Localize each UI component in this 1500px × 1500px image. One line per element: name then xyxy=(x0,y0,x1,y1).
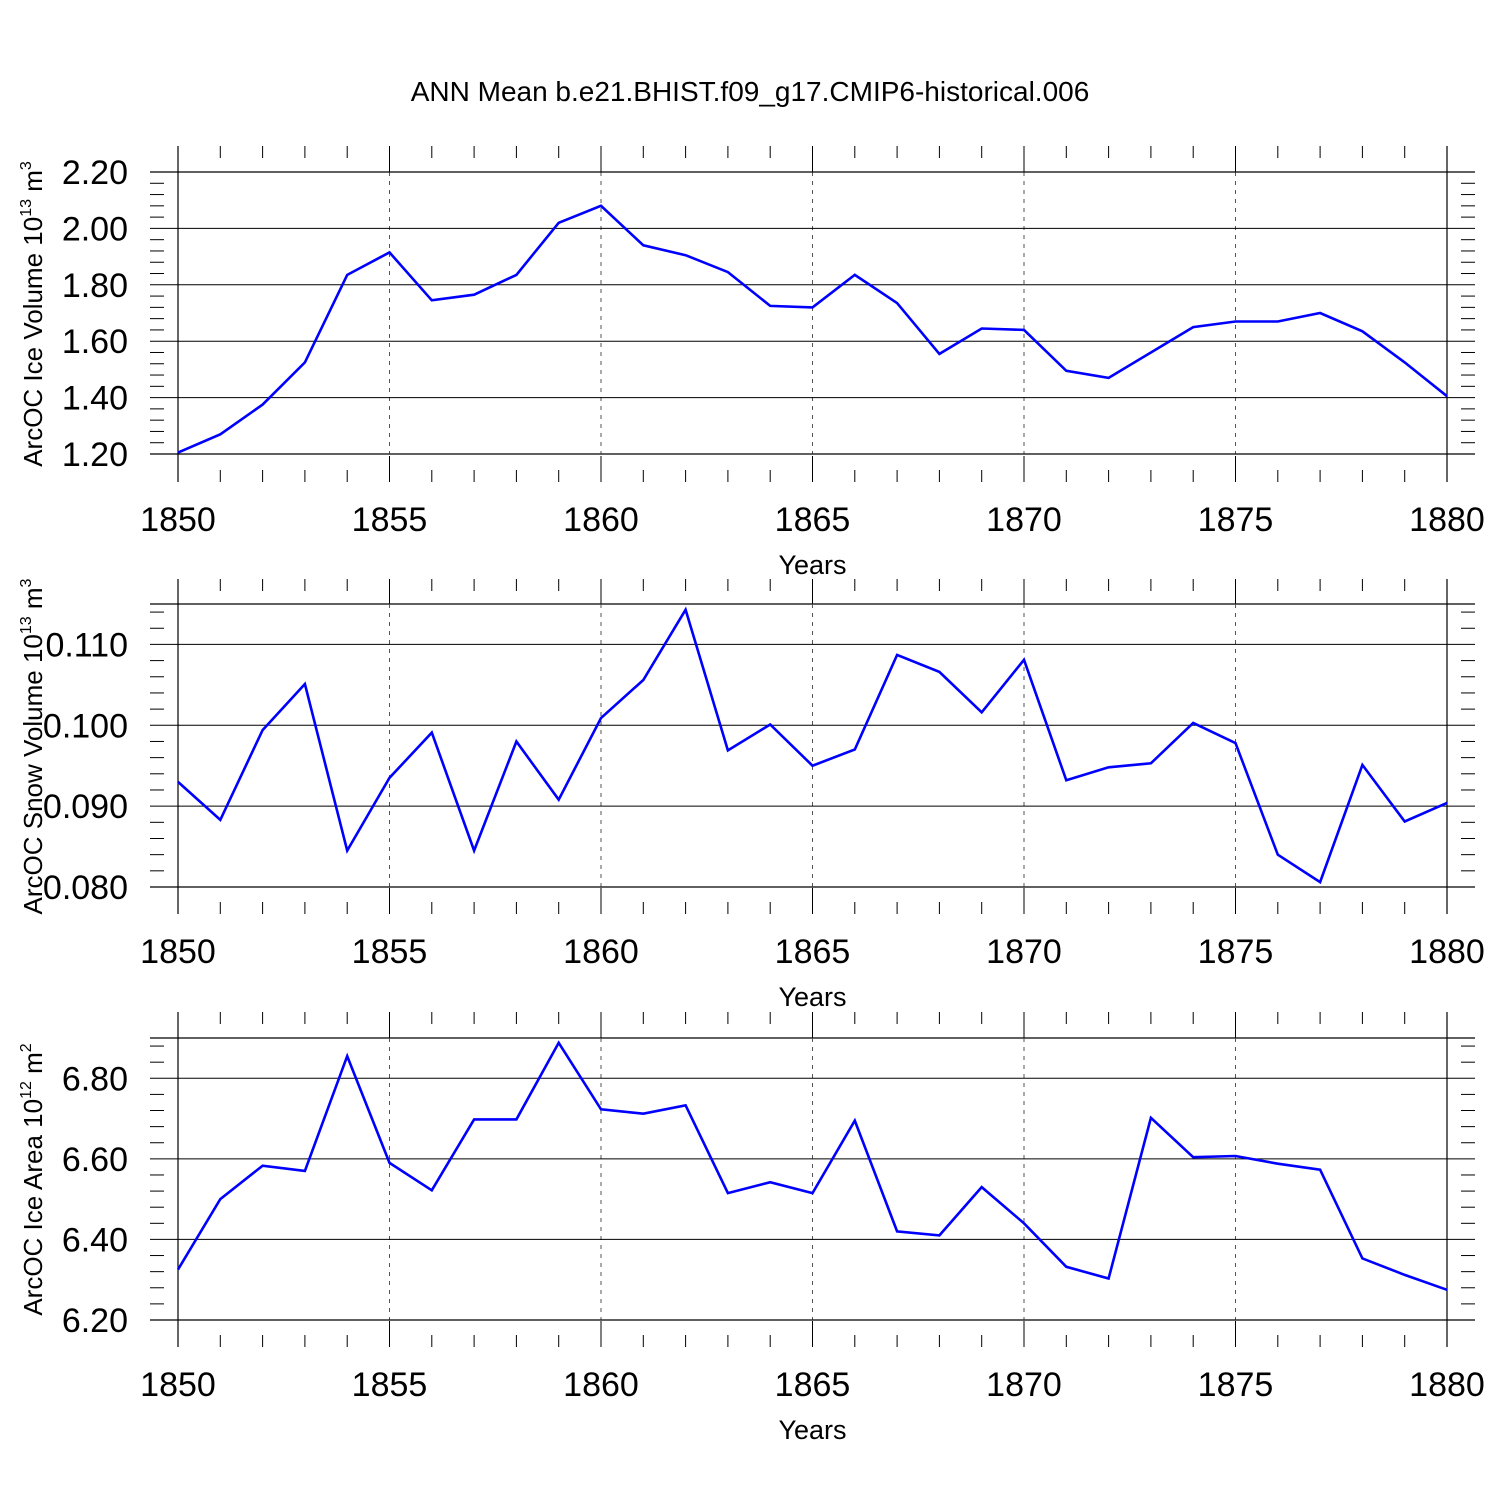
x-tick-label: 1855 xyxy=(352,501,428,539)
x-tick-label: 1875 xyxy=(1198,501,1274,539)
x-tick-label: 1875 xyxy=(1198,1366,1274,1404)
x-tick-label: 1870 xyxy=(986,933,1062,971)
x-axis-label: Years xyxy=(778,1415,846,1445)
series-line xyxy=(177,606,1448,885)
y-tick-label: 6.60 xyxy=(62,1141,128,1179)
y-tick-label: 0.110 xyxy=(45,626,128,664)
x-tick-label: 1850 xyxy=(140,1366,216,1404)
y-tick-label: 0.080 xyxy=(43,869,128,907)
series-line xyxy=(177,204,1448,454)
y-tick-label: 0.100 xyxy=(43,707,128,745)
y-axis-label: ArcOC Ice Volume 1013 m3 xyxy=(18,161,48,467)
chart-title: ANN Mean b.e21.BHIST.f09_g17.CMIP6-histo… xyxy=(410,76,1090,107)
y-tick-label: 6.40 xyxy=(62,1221,128,1259)
x-tick-label: 1870 xyxy=(986,1366,1062,1404)
x-tick-label: 1870 xyxy=(986,501,1062,539)
y-axis-label: ArcOC Ice Area 1012 m2 xyxy=(18,1043,48,1315)
y-tick-label: 2.00 xyxy=(62,210,128,248)
y-tick-label: 1.80 xyxy=(62,267,128,305)
y-axis-label: ArcOC Snow Volume 1013 m3 xyxy=(18,578,48,914)
x-tick-label: 1880 xyxy=(1409,933,1485,971)
y-tick-label: 2.20 xyxy=(62,154,128,192)
x-tick-label: 1850 xyxy=(140,501,216,539)
x-tick-label: 1880 xyxy=(1409,1366,1485,1404)
y-tick-label: 1.20 xyxy=(62,436,128,474)
y-tick-label: 0.090 xyxy=(43,788,128,826)
y-tick-label: 6.80 xyxy=(62,1060,128,1098)
x-tick-label: 1880 xyxy=(1409,501,1485,539)
x-tick-label: 1855 xyxy=(352,1366,428,1404)
x-tick-label: 1875 xyxy=(1198,933,1274,971)
y-tick-label: 6.20 xyxy=(62,1302,128,1340)
x-axis-label: Years xyxy=(778,550,846,580)
x-tick-label: 1860 xyxy=(563,501,639,539)
x-tick-label: 1865 xyxy=(775,1366,851,1404)
series-line xyxy=(176,1040,1448,1292)
x-tick-label: 1855 xyxy=(352,933,428,971)
x-tick-label: 1850 xyxy=(140,933,216,971)
x-tick-label: 1865 xyxy=(775,501,851,539)
y-tick-label: 1.40 xyxy=(62,380,128,418)
x-tick-label: 1860 xyxy=(563,1366,639,1404)
x-axis-label: Years xyxy=(778,982,846,1012)
x-tick-label: 1865 xyxy=(775,933,851,971)
y-tick-label: 1.60 xyxy=(62,323,128,361)
x-tick-label: 1860 xyxy=(563,933,639,971)
